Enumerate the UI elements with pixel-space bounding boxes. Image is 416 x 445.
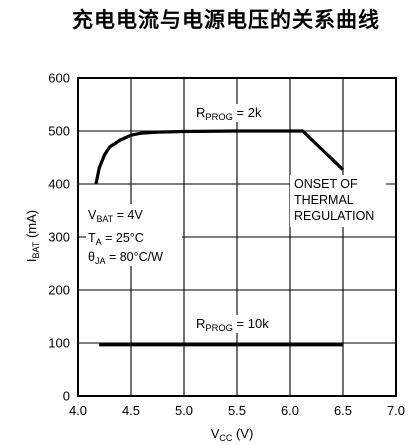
condition-3: θJA = 80°C/W: [88, 250, 163, 266]
series-line-1: [94, 129, 345, 185]
y-tick-label: 500: [48, 124, 70, 139]
thermal-note-line: ONSET OF: [294, 177, 358, 191]
y-tick-label: 200: [48, 283, 70, 298]
thermal-note-line: THERMAL: [294, 193, 354, 207]
condition-1: VBAT = 4V: [88, 208, 143, 224]
x-tick-label: 7.0: [387, 403, 405, 418]
y-axis-ticks: 0 100 200 300 400 500 600: [48, 71, 70, 404]
thermal-note-line: REGULATION: [294, 209, 374, 223]
y-axis-label: IBAT (mA): [24, 210, 41, 262]
plot-frame: [77, 77, 397, 397]
x-tick-label: 6.5: [334, 403, 352, 418]
series-label-1: RPROG = 2k: [196, 105, 262, 122]
y-tick-label: 300: [48, 230, 70, 245]
y-tick-label: 0: [63, 389, 70, 404]
series-layer: [94, 129, 345, 347]
y-tick-label: 600: [48, 71, 70, 86]
series-label-2: RPROG = 10k: [196, 316, 269, 333]
annotation-layer: RPROG = 2k RPROG = 10k VBAT = 4V TA = 25°C θ…: [86, 104, 386, 333]
x-tick-label: 6.0: [281, 403, 299, 418]
x-axis-ticks: 4.0 4.5 5.0 5.5 6.0 6.5 7.0: [69, 403, 405, 418]
x-tick-label: 5.5: [228, 403, 246, 418]
x-tick-label: 4.5: [122, 403, 140, 418]
y-tick-label: 400: [48, 177, 70, 192]
chart-title: 充电电流与电源电压的关系曲线: [72, 8, 380, 32]
x-axis-label: VCC (V): [211, 426, 254, 443]
x-tick-label: 4.0: [69, 403, 87, 418]
condition-2: TA = 25°C: [88, 231, 144, 247]
x-tick-label: 5.0: [175, 403, 193, 418]
y-tick-label: 100: [48, 336, 70, 351]
